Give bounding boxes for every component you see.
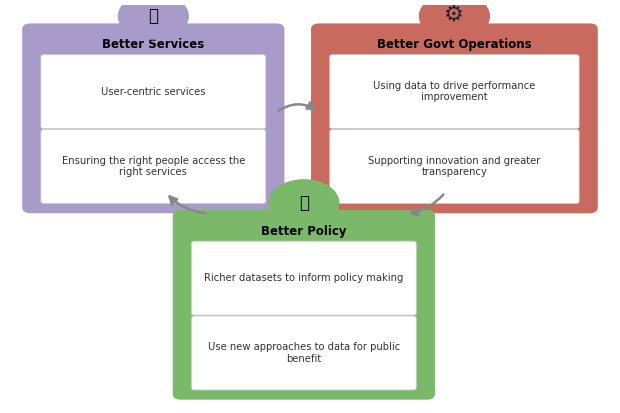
Text: ⚙: ⚙ bbox=[445, 5, 464, 25]
FancyBboxPatch shape bbox=[192, 316, 416, 390]
FancyBboxPatch shape bbox=[41, 55, 266, 129]
FancyBboxPatch shape bbox=[330, 129, 579, 204]
FancyBboxPatch shape bbox=[23, 24, 283, 212]
Circle shape bbox=[268, 179, 340, 226]
Circle shape bbox=[118, 0, 189, 40]
FancyBboxPatch shape bbox=[330, 55, 579, 129]
FancyBboxPatch shape bbox=[192, 241, 416, 315]
FancyBboxPatch shape bbox=[41, 129, 266, 204]
FancyBboxPatch shape bbox=[312, 24, 597, 212]
Text: Better Services: Better Services bbox=[102, 38, 205, 51]
Text: 📋: 📋 bbox=[299, 194, 309, 212]
Text: Richer datasets to inform policy making: Richer datasets to inform policy making bbox=[204, 273, 404, 283]
Text: Using data to drive performance
improvement: Using data to drive performance improvem… bbox=[373, 81, 536, 102]
FancyBboxPatch shape bbox=[174, 211, 434, 399]
Text: Better Policy: Better Policy bbox=[261, 225, 347, 237]
Text: Supporting innovation and greater
transparency: Supporting innovation and greater transp… bbox=[368, 156, 541, 177]
Text: 📈: 📈 bbox=[148, 7, 158, 25]
Text: User-centric services: User-centric services bbox=[101, 87, 206, 97]
Text: Use new approaches to data for public
benefit: Use new approaches to data for public be… bbox=[208, 342, 400, 364]
Circle shape bbox=[418, 0, 490, 40]
Text: Better Govt Operations: Better Govt Operations bbox=[377, 38, 532, 51]
Text: Ensuring the right people access the
right services: Ensuring the right people access the rig… bbox=[61, 156, 245, 177]
